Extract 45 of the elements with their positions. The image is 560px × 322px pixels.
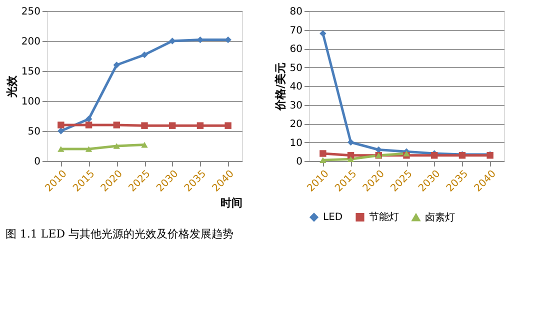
y-tick-label: 200 [21, 36, 40, 48]
point [85, 146, 92, 152]
point [347, 138, 354, 146]
x-axis-title: 时间 [220, 196, 242, 210]
y-tick-label: 100 [21, 96, 40, 108]
y-axis-title: 价格/美元 [274, 62, 287, 112]
y-tick-label: 40 [290, 82, 302, 92]
point [224, 122, 232, 129]
y-tick-label: 50 [28, 126, 40, 138]
point [320, 150, 326, 157]
y-tick-label: 0 [34, 156, 40, 168]
point [196, 122, 204, 129]
point [141, 122, 148, 129]
point [375, 146, 382, 154]
legend-label: LED [323, 212, 343, 224]
y-tick-label: 10 [290, 138, 302, 149]
point [320, 157, 326, 163]
point [85, 122, 92, 128]
point [58, 122, 64, 128]
point [113, 122, 120, 128]
point [58, 146, 64, 152]
point [58, 128, 64, 134]
y-tick-label: 80 [290, 6, 302, 18]
y-tick-label: 250 [21, 6, 40, 18]
point [141, 142, 148, 148]
y-axis-title: 光效 [5, 74, 18, 98]
y-tick-label: 30 [290, 100, 302, 112]
point [113, 62, 120, 68]
point [320, 30, 326, 37]
y-tick-label: 50 [290, 62, 302, 74]
point [403, 150, 410, 156]
y-tick-label: 70 [290, 25, 302, 36]
point [169, 38, 176, 44]
caption: 图 1.1 LED 与其他光源的光效及价格发展趋势 [5, 228, 234, 240]
y-tick-label: 60 [290, 44, 302, 55]
point [85, 116, 92, 122]
legend-label: 卤素灯 [425, 211, 455, 224]
y-tick-label: 20 [290, 119, 302, 130]
point [169, 122, 176, 129]
y-tick-label: 150 [21, 66, 40, 78]
legend-label: 节能灯 [369, 211, 399, 224]
point [141, 51, 148, 58]
point [347, 156, 354, 162]
y-tick-label: 0 [296, 156, 302, 168]
point [113, 143, 120, 149]
